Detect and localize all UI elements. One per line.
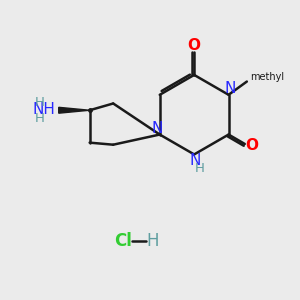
Text: H: H <box>147 232 159 250</box>
Text: Cl: Cl <box>115 232 132 250</box>
Text: N: N <box>225 81 236 96</box>
Text: NH: NH <box>32 102 55 117</box>
Text: methyl: methyl <box>250 72 284 82</box>
Text: N: N <box>190 153 201 168</box>
Text: O: O <box>245 138 258 153</box>
Polygon shape <box>59 107 90 113</box>
Text: N: N <box>152 121 163 136</box>
Text: H: H <box>194 162 204 175</box>
Text: H: H <box>34 96 44 109</box>
Text: O: O <box>188 38 201 53</box>
Text: H: H <box>34 112 44 125</box>
